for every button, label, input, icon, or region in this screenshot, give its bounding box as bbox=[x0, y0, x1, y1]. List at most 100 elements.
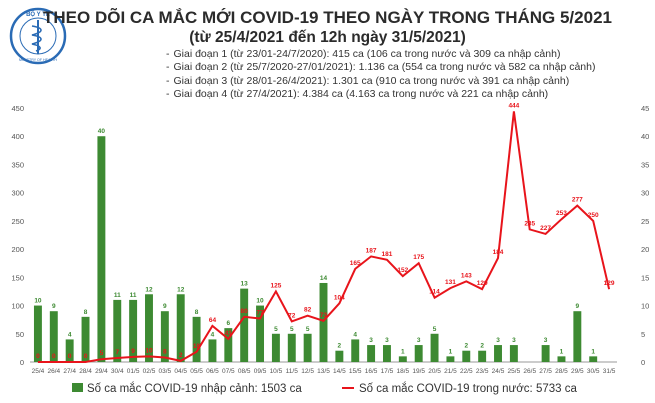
left-tick-label: 200 bbox=[11, 245, 24, 254]
bar bbox=[240, 288, 249, 362]
bar bbox=[446, 356, 455, 362]
bar bbox=[494, 345, 502, 362]
x-tick-label: 15/5 bbox=[349, 368, 362, 375]
x-tick-label: 23/5 bbox=[476, 368, 489, 375]
x-tick-label: 20/5 bbox=[428, 368, 441, 375]
phase-text: Giai đoạn 1 (từ 23/01-24/7/2020): 415 ca… bbox=[173, 48, 561, 60]
bar bbox=[351, 339, 360, 362]
line-value-label: 187 bbox=[366, 247, 377, 254]
bar-value-label: 5 bbox=[306, 326, 310, 333]
line-value-label: 80 bbox=[241, 308, 249, 315]
x-tick-label: 19/5 bbox=[412, 368, 425, 375]
right-tick-label: 40 bbox=[641, 132, 649, 141]
line-value-label: 73 bbox=[320, 312, 328, 319]
bar bbox=[382, 345, 391, 362]
bar bbox=[541, 345, 550, 362]
bar-value-label: 12 bbox=[177, 286, 185, 293]
bar-value-label: 3 bbox=[385, 337, 389, 344]
x-tick-label: 22/5 bbox=[460, 368, 473, 375]
line-value-label: 0 bbox=[84, 353, 88, 360]
line-value-label: 152 bbox=[397, 267, 408, 274]
line-value-label: 444 bbox=[508, 102, 519, 109]
bar bbox=[224, 328, 233, 362]
x-tick-label: 12/5 bbox=[301, 368, 314, 375]
x-tick-label: 30/4 bbox=[111, 368, 124, 375]
bar bbox=[129, 299, 138, 362]
bar bbox=[557, 356, 566, 362]
bar bbox=[367, 345, 376, 362]
bar-value-label: 10 bbox=[256, 298, 264, 305]
line-value-label: 0 bbox=[36, 353, 40, 360]
bar bbox=[208, 339, 217, 362]
bar-value-label: 1 bbox=[449, 348, 453, 355]
x-tick-label: 02/5 bbox=[143, 368, 156, 375]
x-tick-label: 27/4 bbox=[63, 368, 76, 375]
right-tick-label: 10 bbox=[641, 302, 649, 311]
left-tick-label: 300 bbox=[11, 189, 24, 198]
bar bbox=[573, 311, 582, 362]
left-tick-label: 0 bbox=[20, 358, 24, 367]
bar-value-label: 5 bbox=[433, 326, 437, 333]
bar-value-label: 5 bbox=[274, 326, 278, 333]
bar-value-label: 11 bbox=[114, 292, 121, 299]
bar-series-imported bbox=[33, 136, 598, 362]
line-value-label: 114 bbox=[429, 289, 440, 296]
x-axis: 25/4 26/4 27/4 28/4 29/4 30/4 01/5 02/5 03/5 04/5… bbox=[32, 368, 616, 375]
line-value-label: 0 bbox=[52, 353, 56, 360]
right-tick-label: 15 bbox=[641, 273, 649, 282]
bar bbox=[271, 333, 280, 362]
bar bbox=[335, 350, 344, 362]
x-tick-label: 26/5 bbox=[523, 368, 536, 375]
x-tick-label: 04/5 bbox=[174, 368, 187, 375]
line-series-domestic bbox=[37, 111, 611, 363]
bar-value-label: 2 bbox=[338, 343, 342, 350]
line-value-label: 64 bbox=[209, 317, 217, 324]
bar bbox=[65, 339, 74, 362]
bar bbox=[145, 294, 153, 362]
line-value-label: 9 bbox=[131, 348, 135, 355]
left-tick-label: 150 bbox=[11, 273, 24, 282]
left-tick-label: 400 bbox=[11, 132, 24, 141]
x-tick-label: 28/4 bbox=[79, 368, 92, 375]
right-tick-label: 20 bbox=[641, 245, 649, 254]
x-tick-label: 31/5 bbox=[603, 368, 616, 375]
bar bbox=[33, 305, 42, 362]
line-value-label: 0 bbox=[68, 353, 72, 360]
right-tick-label: 45 bbox=[641, 104, 649, 113]
bar-value-label: 8 bbox=[84, 309, 88, 316]
left-tick-label: 50 bbox=[16, 330, 24, 339]
line-value-label: 227 bbox=[540, 225, 551, 232]
left-tick-label: 250 bbox=[11, 217, 24, 226]
line-value-label: 129 bbox=[604, 280, 615, 287]
bar-value-label: 5 bbox=[290, 326, 294, 333]
phase-item: - Giai đoạn 3 (từ 28/01-26/4/2021): 1.301… bbox=[166, 74, 570, 87]
x-tick-label: 29/5 bbox=[571, 368, 584, 375]
bar bbox=[192, 316, 201, 362]
bar bbox=[398, 356, 407, 362]
phase-summary-list: - Giai đoạn 1 (từ 23/01-24/7/2020): 415 c… bbox=[166, 48, 595, 102]
bar-value-label: 10 bbox=[34, 298, 42, 305]
line-value-label: 2 bbox=[179, 352, 183, 359]
x-tick-label: 16/5 bbox=[365, 368, 378, 375]
bar-value-label: 1 bbox=[401, 348, 405, 355]
line-value-label: 10 bbox=[145, 347, 153, 354]
bar-value-label: 9 bbox=[576, 303, 580, 310]
chart-title: THEO DÕI CA MẮC MỚI COVID-19 THEO NGÀY T… bbox=[43, 8, 612, 27]
x-tick-label: 29/4 bbox=[95, 368, 108, 375]
x-tick-label: 30/5 bbox=[587, 368, 600, 375]
x-tick-label: 18/5 bbox=[396, 368, 409, 375]
bar bbox=[303, 333, 312, 362]
x-tick-label: 03/5 bbox=[159, 368, 172, 375]
bar bbox=[113, 299, 122, 362]
left-tick-label: 100 bbox=[11, 302, 24, 311]
line-value-label: 104 bbox=[334, 294, 345, 301]
line-value-label: 277 bbox=[572, 197, 583, 204]
bar-value-label: 9 bbox=[52, 303, 56, 310]
bar-value-label: 1 bbox=[560, 348, 564, 355]
bar-value-label: 13 bbox=[241, 281, 249, 288]
legend-line-label: Số ca mắc COVID-19 trong nước: 5733 ca bbox=[359, 382, 577, 395]
bar bbox=[462, 350, 471, 362]
left-tick-label: 350 bbox=[11, 160, 24, 169]
bar bbox=[287, 333, 296, 362]
